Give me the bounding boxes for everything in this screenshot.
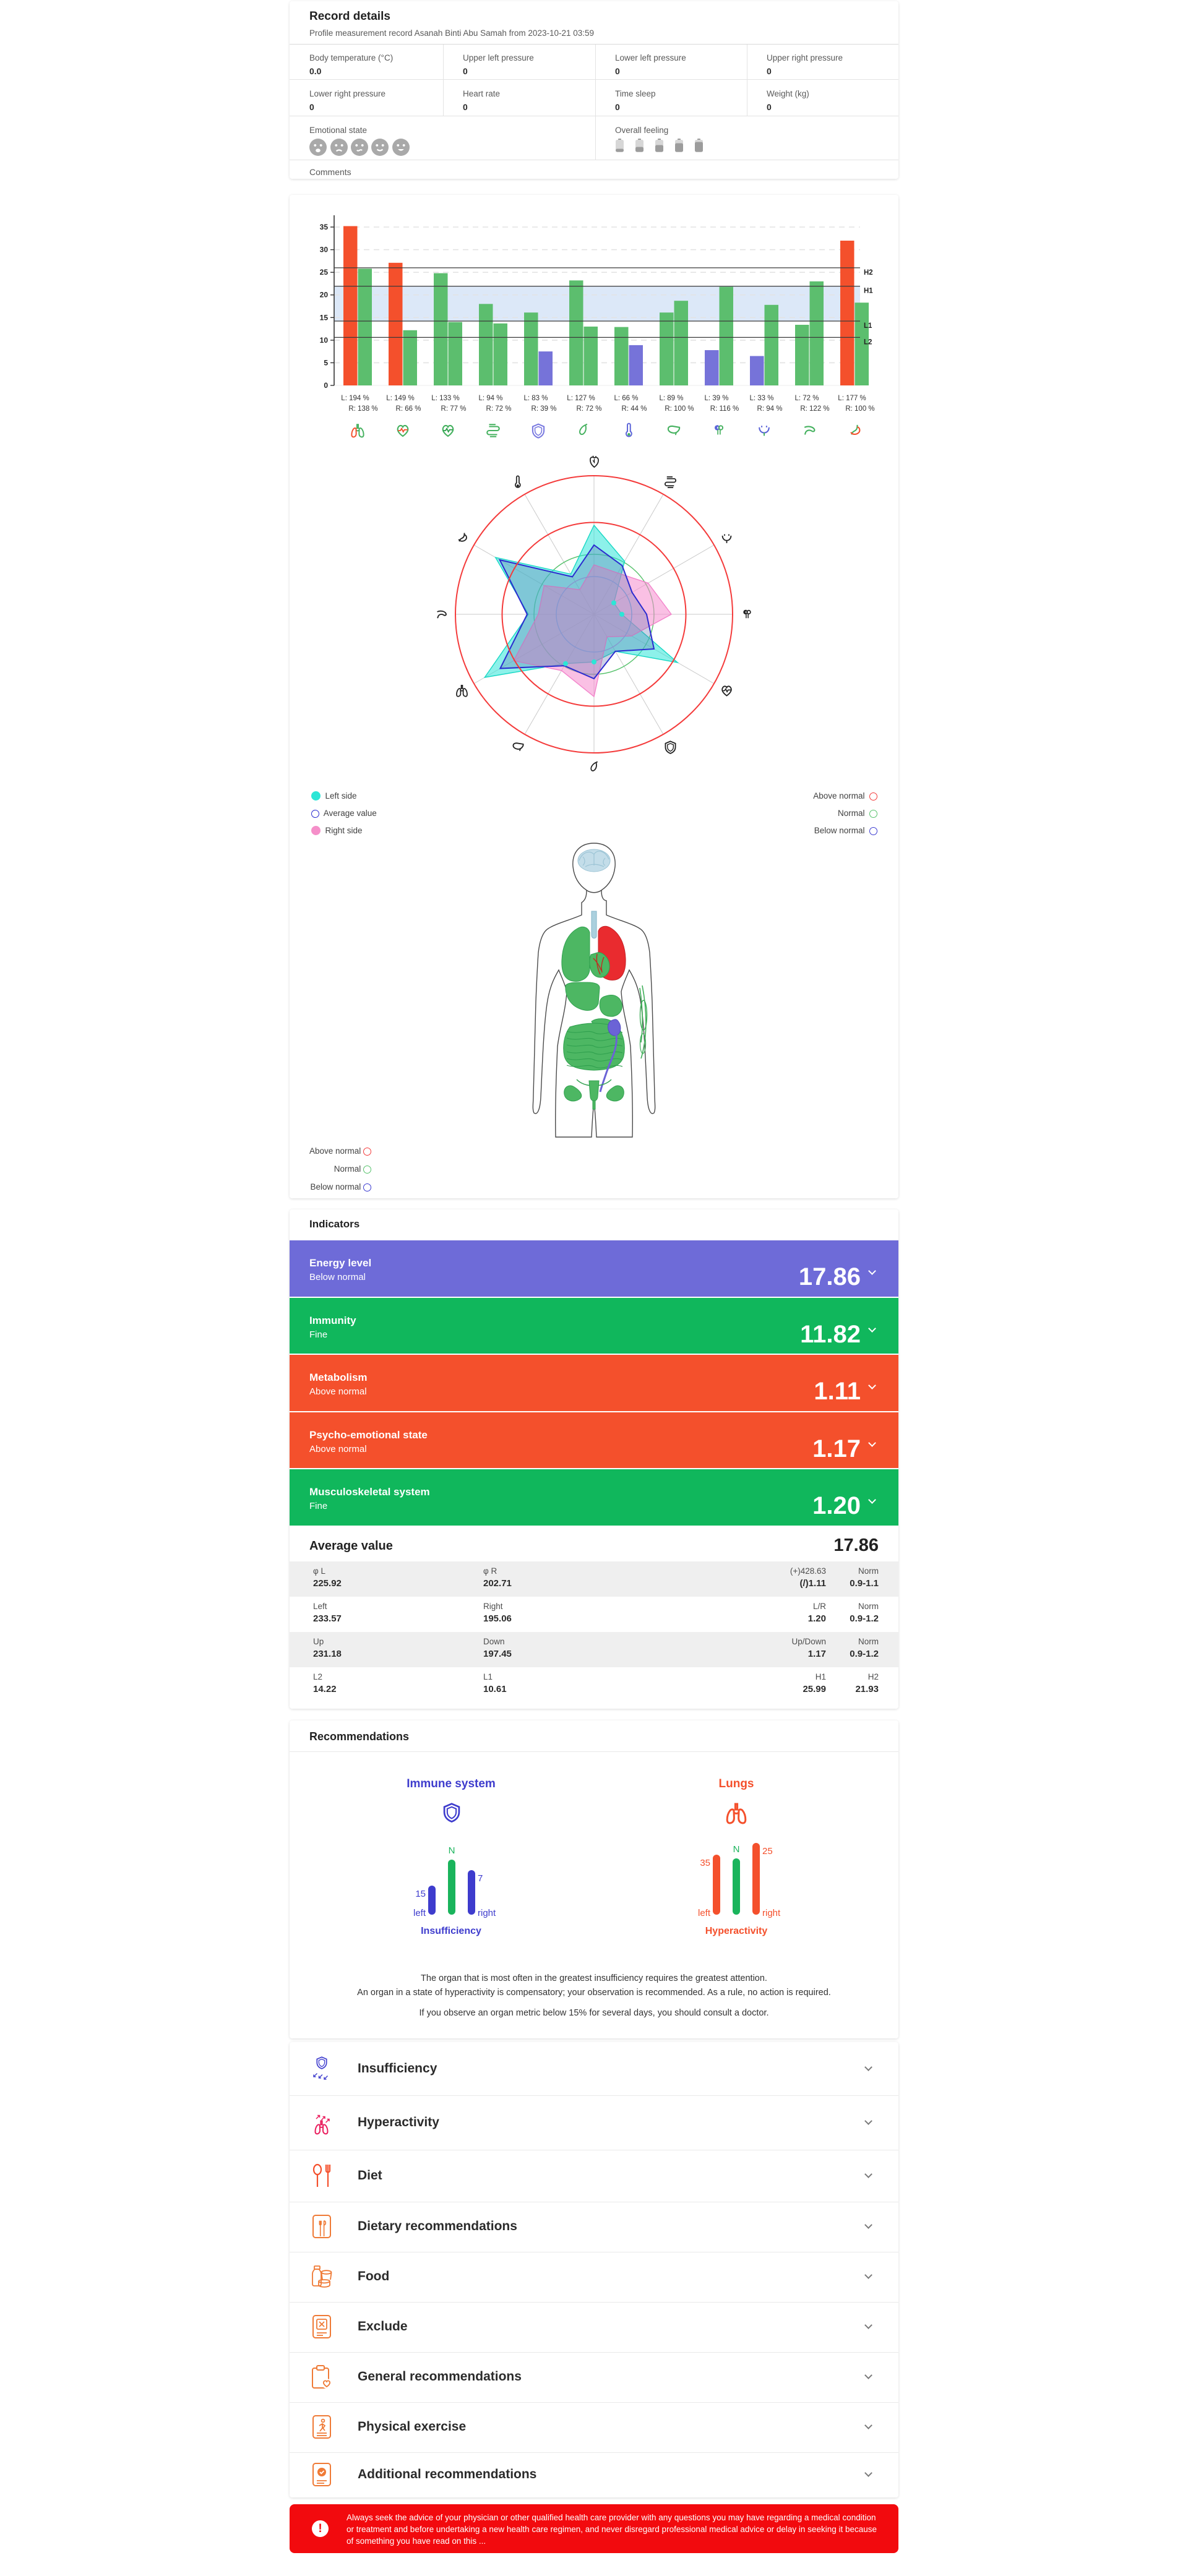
- svg-text:L: 127 %: L: 127 %: [567, 395, 595, 402]
- svg-text:R: 72 %: R: 72 %: [486, 405, 512, 413]
- svg-text:H2: H2: [864, 269, 873, 277]
- svg-text:R: 72 %: R: 72 %: [577, 405, 602, 413]
- svg-text:R: 138 %: R: 138 %: [348, 405, 377, 413]
- svg-text:30: 30: [320, 246, 329, 254]
- svg-text:0: 0: [324, 381, 328, 390]
- svg-text:L1: L1: [864, 322, 872, 330]
- svg-text:R: 39 %: R: 39 %: [532, 405, 557, 413]
- svg-text:L: 133 %: L: 133 %: [431, 395, 459, 402]
- svg-text:R: 100 %: R: 100 %: [665, 405, 694, 413]
- svg-text:R: 122 %: R: 122 %: [800, 405, 829, 413]
- svg-text:L: 177 %: L: 177 %: [838, 395, 866, 402]
- svg-text:L2: L2: [864, 338, 872, 346]
- svg-text:R: 77 %: R: 77 %: [441, 405, 467, 413]
- svg-text:L: 83 %: L: 83 %: [524, 395, 548, 402]
- svg-text:R: 116 %: R: 116 %: [710, 405, 739, 413]
- svg-text:R: 100 %: R: 100 %: [845, 405, 874, 413]
- svg-text:L: 33 %: L: 33 %: [750, 395, 774, 402]
- svg-text:H1: H1: [864, 288, 873, 295]
- svg-text:15: 15: [320, 313, 329, 322]
- svg-text:20: 20: [320, 291, 329, 299]
- svg-text:10: 10: [320, 336, 329, 345]
- svg-text:R: 44 %: R: 44 %: [622, 405, 647, 413]
- svg-text:L: 149 %: L: 149 %: [386, 395, 414, 402]
- svg-text:R: 94 %: R: 94 %: [757, 405, 783, 413]
- svg-text:35: 35: [320, 223, 329, 231]
- svg-text:L: 72 %: L: 72 %: [795, 395, 819, 402]
- svg-text:25: 25: [320, 268, 329, 277]
- svg-text:L: 39 %: L: 39 %: [705, 395, 729, 402]
- svg-text:5: 5: [324, 358, 328, 367]
- svg-text:L: 89 %: L: 89 %: [660, 395, 684, 402]
- svg-text:L: 94 %: L: 94 %: [479, 395, 503, 402]
- svg-text:R: 66 %: R: 66 %: [396, 405, 421, 413]
- svg-text:L: 194 %: L: 194 %: [341, 395, 369, 402]
- svg-text:L: 66 %: L: 66 %: [614, 395, 639, 402]
